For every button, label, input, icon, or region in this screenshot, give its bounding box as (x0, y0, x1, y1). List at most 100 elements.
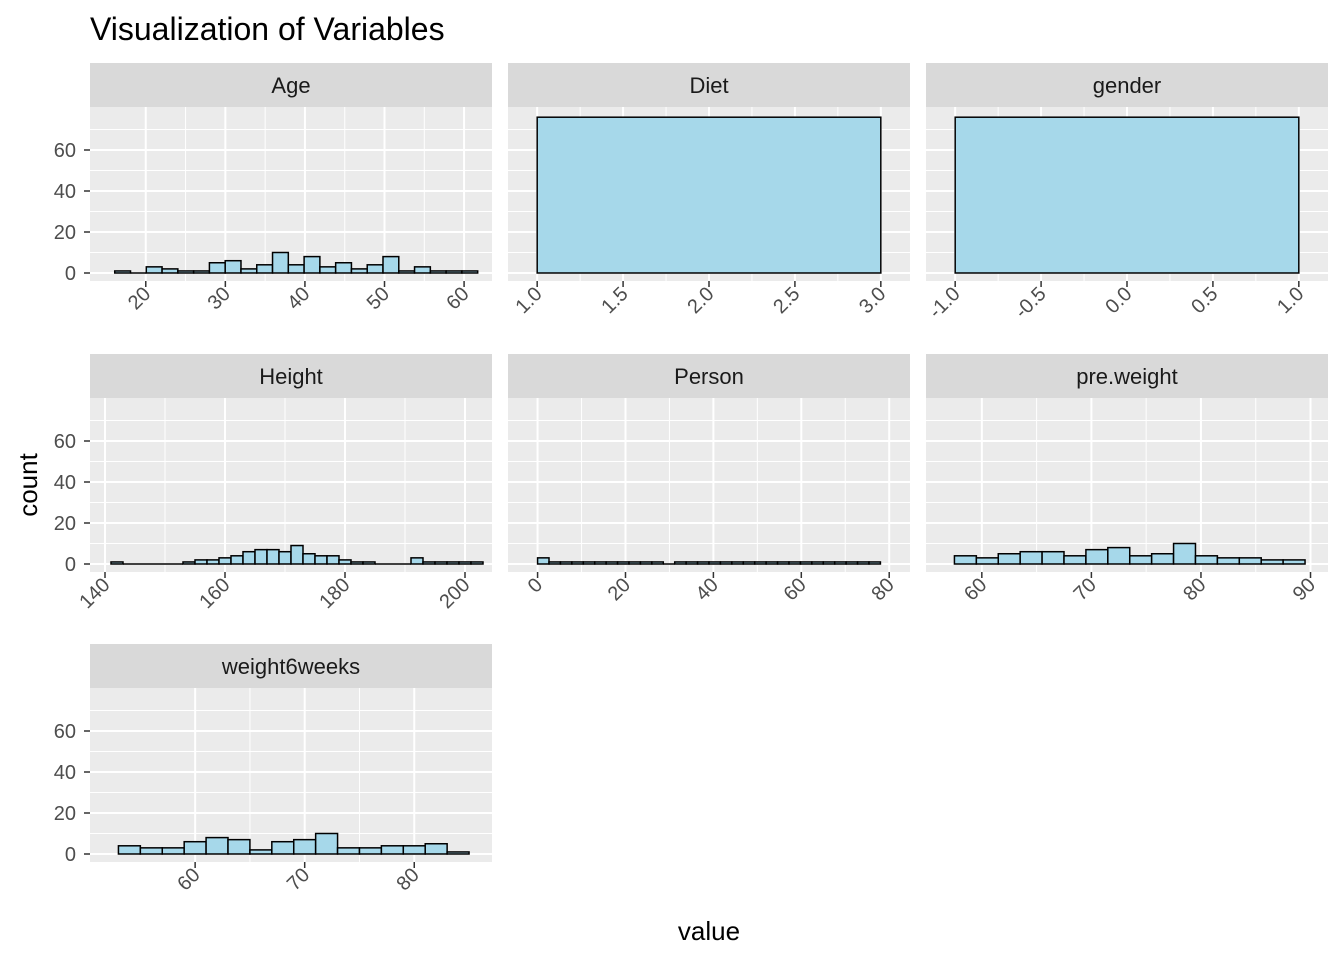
facet-diet: Diet 1.0 1.5 2.0 2.5 3.0 (508, 63, 910, 318)
histogram-bar (402, 845, 426, 855)
x-tick-label: 0 (524, 574, 547, 597)
facet-panel-bg (90, 688, 492, 862)
chart-title: Visualization of Variables (90, 11, 445, 47)
histogram-bar (1216, 557, 1241, 565)
histogram-bar (139, 847, 164, 855)
histogram-bar (161, 268, 179, 274)
x-tick-label: 60 (173, 864, 204, 895)
histogram-bar (434, 561, 448, 565)
y-tick-label: 60 (54, 140, 76, 162)
histogram-bar (593, 561, 607, 565)
histogram-bar (605, 561, 619, 565)
histogram-bar (1019, 550, 1043, 565)
facet-weight6weeks: weight6weeks 0 20 40 60 60 70 80 (54, 644, 492, 895)
y-tick-label: 20 (54, 513, 76, 535)
x-tick-label: 0.5 (1187, 283, 1222, 318)
histogram-bar (696, 561, 710, 565)
histogram-bar (319, 266, 337, 274)
histogram-bar (292, 838, 317, 855)
histogram-bar (192, 270, 211, 274)
x-tick-label: 180 (315, 574, 354, 613)
histogram-bar (413, 266, 432, 274)
histogram-bar (1282, 559, 1306, 565)
x-tick-label: 80 (867, 574, 898, 605)
y-tick-label: 0 (65, 844, 76, 866)
histogram-bar (559, 561, 573, 565)
facet-strip-label: Age (271, 73, 310, 98)
y-tick-label: 60 (54, 431, 76, 453)
histogram-bar (249, 849, 273, 855)
x-axis-title: value (678, 916, 740, 946)
histogram-bar (183, 840, 207, 855)
histogram-bar (1238, 557, 1262, 565)
histogram-bar (230, 555, 244, 565)
histogram-bar (429, 270, 447, 274)
histogram-bar (628, 561, 642, 565)
histogram-bar (1260, 559, 1284, 565)
histogram-bar (206, 559, 220, 565)
x-tick-label: 20 (124, 283, 155, 314)
histogram-bar (868, 561, 882, 565)
histogram-bar (334, 262, 353, 274)
y-tick-label: 40 (54, 472, 76, 494)
histogram-bar (811, 561, 825, 565)
histogram-bar (424, 843, 448, 855)
facet-strip (508, 63, 910, 107)
x-tick-label: 1.5 (597, 283, 632, 318)
histogram-bar (314, 832, 339, 855)
histogram-bar (856, 561, 870, 565)
histogram-bar (458, 561, 472, 565)
x-tick-label: 3.0 (855, 283, 890, 318)
facet-panel-bg (926, 398, 1328, 572)
x-tick-label: 70 (283, 864, 314, 895)
histogram-bar (117, 845, 142, 855)
histogram-bar (350, 268, 368, 274)
histogram-bar (224, 259, 242, 274)
histogram-bar (177, 270, 195, 274)
histogram-bar (290, 544, 304, 565)
facet-person: Person 0 20 40 60 80 (508, 354, 910, 605)
histogram-bar (788, 561, 802, 565)
histogram-bar (326, 555, 340, 565)
facet-strip (926, 63, 1328, 107)
facet-height: Height 0 20 40 60 140 160 180 200 (54, 354, 492, 613)
facet-age: Age 0 20 40 60 20 30 40 50 60 (54, 63, 492, 314)
x-tick-label: 40 (692, 574, 723, 605)
histogram-bar (719, 561, 733, 565)
histogram-bar (685, 561, 699, 565)
histogram-bar (954, 116, 1300, 274)
histogram-bar (1041, 550, 1065, 565)
histogram-bar (1150, 553, 1175, 565)
facet-pre-weight: pre.weight 60 70 80 90 (926, 354, 1328, 605)
histogram-bar (110, 561, 124, 565)
facet-gender: gender -1.0 -0.5 0.0 0.5 1.0 (925, 63, 1328, 323)
histogram-bar (113, 270, 132, 274)
histogram-bar (208, 262, 226, 274)
histogram-bar (753, 561, 767, 565)
histogram-bar (536, 116, 882, 274)
y-tick-label: 20 (54, 222, 76, 244)
histogram-bar (350, 561, 364, 565)
histogram-bar (256, 264, 274, 274)
histogram-bar (382, 255, 400, 274)
histogram-bar (1128, 555, 1153, 565)
histogram-bar (1107, 546, 1131, 565)
facet-strip-label: Height (259, 364, 323, 389)
histogram-bar (358, 847, 383, 855)
x-tick-label: 40 (283, 283, 314, 314)
histogram-bar (227, 838, 251, 855)
y-tick-label: 0 (65, 554, 76, 576)
histogram-bar (997, 553, 1021, 565)
x-tick-label: 60 (442, 283, 473, 314)
histogram-bar (548, 561, 562, 565)
y-tick-label: 0 (65, 263, 76, 285)
histogram-bar (422, 561, 436, 565)
histogram-bar (240, 268, 258, 274)
histogram-bar (1063, 555, 1087, 565)
histogram-bar (182, 561, 196, 565)
histogram-bar (651, 561, 665, 565)
x-tick-label: 80 (1179, 574, 1210, 605)
histogram-bar (271, 840, 295, 855)
facet-strip (508, 354, 910, 398)
histogram-bar (616, 561, 630, 565)
